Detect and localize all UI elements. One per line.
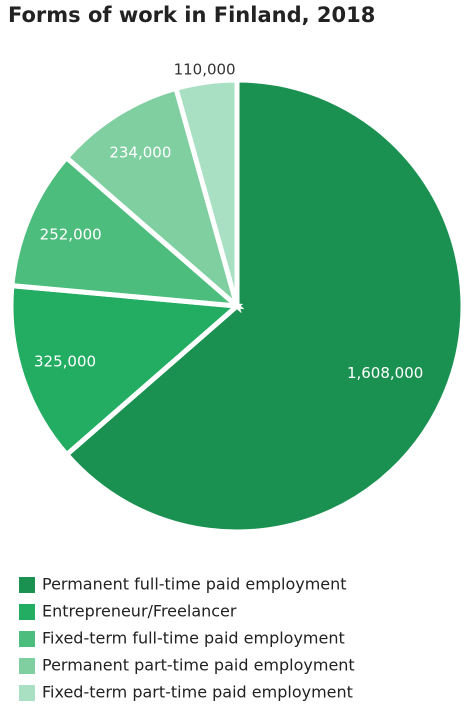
pie-slice: [8, 282, 244, 459]
legend-label: Fixed-term part-time paid employment: [42, 683, 353, 702]
legend-label: Permanent part-time paid employment: [42, 656, 355, 675]
data-label: 252,000: [40, 226, 102, 244]
legend-swatch: [19, 577, 35, 593]
data-label: 110,000: [174, 61, 236, 79]
data-label: 325,000: [34, 352, 96, 370]
data-label: 1,608,000: [347, 364, 423, 382]
legend-swatch: [19, 658, 35, 674]
legend-label: Permanent full-time paid employment: [42, 575, 347, 594]
pie-slice: [63, 77, 466, 535]
legend-label: Fixed-term full-time paid employment: [42, 629, 345, 648]
data-label: 234,000: [109, 144, 171, 162]
legend-swatch: [19, 685, 35, 701]
pie-slice: [9, 154, 245, 310]
legend-swatch: [19, 604, 35, 620]
chart-title: Forms of work in Finland, 2018: [8, 3, 375, 27]
legend-label: Entrepreneur/Freelancer: [42, 602, 237, 621]
legend-swatch: [19, 631, 35, 647]
pie-slice: [172, 77, 240, 307]
pie-slice: [62, 85, 242, 314]
